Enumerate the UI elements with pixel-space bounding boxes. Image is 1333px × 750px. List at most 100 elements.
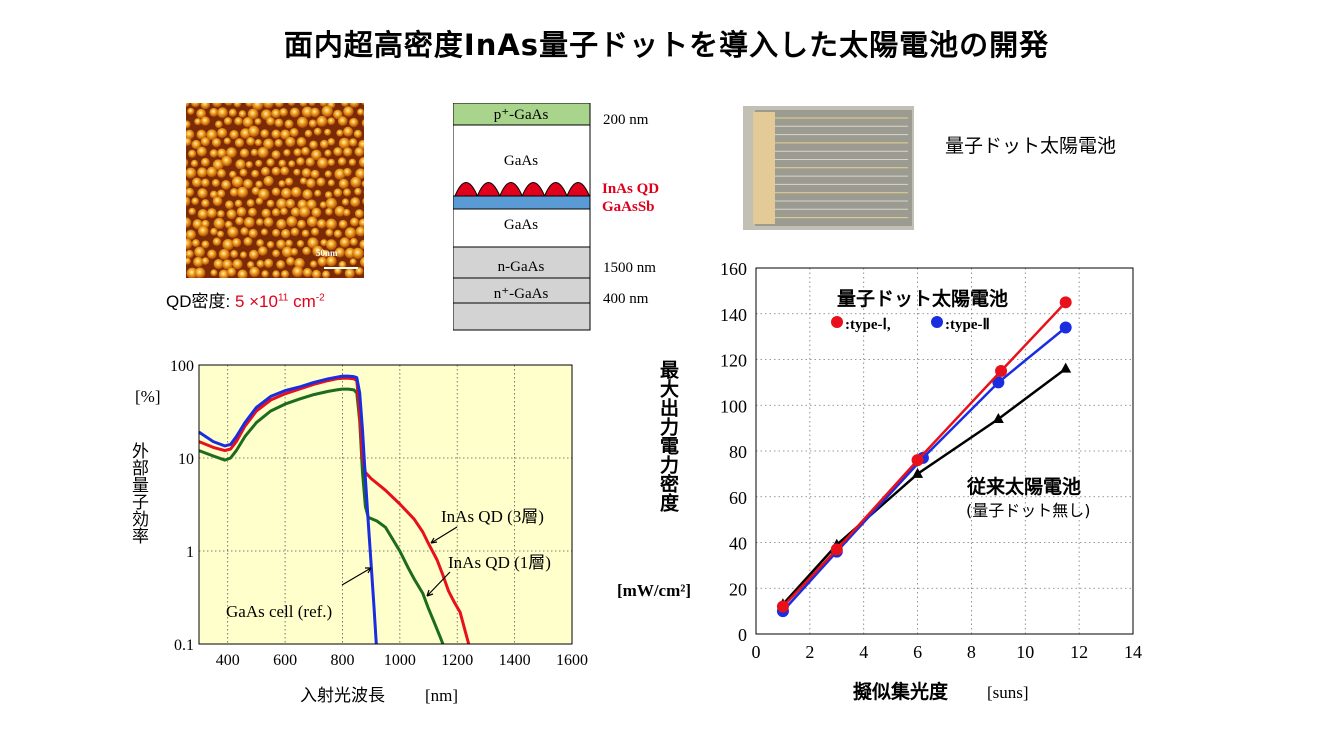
afm-dot xyxy=(266,158,275,167)
afm-dot xyxy=(194,267,206,278)
afm-dot xyxy=(247,108,259,120)
eqe-legend-ref: GaAs cell (ref.) xyxy=(226,602,332,621)
afm-dot xyxy=(229,188,239,197)
afm-dot xyxy=(271,108,281,119)
afm-dot xyxy=(240,128,251,139)
pmax-legend-type2: :type-Ⅱ xyxy=(945,317,990,333)
afm-dot xyxy=(255,218,264,227)
afm-dot xyxy=(243,178,253,189)
afm-dot xyxy=(302,267,313,278)
afm-dot xyxy=(239,148,250,158)
afm-dot xyxy=(194,246,205,258)
eqe-y-unit: [%] xyxy=(135,387,160,406)
pmax-point xyxy=(912,467,924,478)
afm-dot xyxy=(305,157,315,167)
eqe-tick-labels: 400 600 800 1000 1200 1400 1600 0.1 1 10 100 xyxy=(170,358,588,669)
eqe-x-label: 入射光波長 xyxy=(300,686,385,706)
afm-dot xyxy=(286,256,295,266)
afm-dot xyxy=(296,240,305,248)
pmax-x-label: 擬似集光度 xyxy=(853,680,949,703)
solar-cell-photo xyxy=(743,106,914,230)
afm-image: 50nm xyxy=(186,103,364,278)
afm-dot xyxy=(280,270,290,278)
afm-dot xyxy=(362,198,364,205)
afm-dot xyxy=(262,103,275,109)
pmax-point xyxy=(995,364,1008,377)
afm-dot xyxy=(343,208,351,217)
pmax-x-tick: 14 xyxy=(1124,642,1142,662)
eqe-y-tick: 0.1 xyxy=(174,637,194,654)
afm-dot xyxy=(302,189,313,200)
pmax-legend-marker-type1 xyxy=(831,316,843,328)
afm-dot xyxy=(207,249,217,260)
afm-dot xyxy=(281,187,292,199)
afm-dot xyxy=(226,267,237,277)
afm-dot xyxy=(280,166,290,176)
afm-dot xyxy=(363,110,364,117)
afm-dot xyxy=(316,219,327,229)
afm-dot xyxy=(321,249,330,258)
afm-dot xyxy=(352,247,364,260)
afm-dot xyxy=(197,188,208,199)
afm-dot xyxy=(186,137,192,146)
afm-dot xyxy=(217,230,225,238)
afm-dot xyxy=(313,127,322,136)
afm-dot xyxy=(212,237,222,247)
afm-dot xyxy=(194,118,202,126)
afm-dot xyxy=(218,269,230,278)
afm-dot xyxy=(337,157,347,166)
afm-dot xyxy=(319,103,328,107)
afm-dot xyxy=(311,269,322,278)
afm-dot xyxy=(234,199,243,208)
afm-dot xyxy=(217,189,226,198)
eqe-x-tick: 600 xyxy=(273,652,297,669)
eqe-x-tick: 800 xyxy=(330,652,354,669)
afm-dot xyxy=(246,199,255,208)
afm-dot xyxy=(186,257,191,265)
pmax-y-tick: 0 xyxy=(738,625,747,645)
afm-dot xyxy=(357,108,364,116)
afm-dot xyxy=(285,136,296,148)
afm-dot xyxy=(334,168,346,180)
afm-dot xyxy=(186,217,192,228)
eqe-annotation-arrows xyxy=(341,526,458,597)
afm-dot xyxy=(298,206,311,218)
afm-dot xyxy=(289,107,300,118)
afm-dot xyxy=(350,217,359,227)
afm-dot xyxy=(258,188,270,200)
afm-dot xyxy=(311,149,322,161)
afm-dot xyxy=(348,138,358,147)
afm-dot xyxy=(266,199,275,208)
afm-dot xyxy=(249,266,260,278)
afm-dot xyxy=(301,229,310,238)
afm-dot xyxy=(263,175,274,187)
afm-scale-bar xyxy=(324,267,358,269)
afm-dot xyxy=(231,237,242,248)
pmax-plot-frame xyxy=(755,267,1134,635)
afm-dot xyxy=(361,103,364,106)
afm-dot xyxy=(200,137,210,147)
afm-dot xyxy=(343,188,352,197)
afm-dot xyxy=(317,157,329,169)
afm-dot xyxy=(334,267,342,275)
pmax-x-tick: 10 xyxy=(1016,642,1034,662)
pmax-y-unit: [mW/cm²] xyxy=(617,581,691,600)
afm-dot xyxy=(221,155,233,167)
afm-dot xyxy=(201,257,210,265)
afm-dot xyxy=(209,190,218,199)
afm-dot xyxy=(314,189,322,197)
layer-gaas-lower-label: GaAs xyxy=(504,217,538,233)
afm-dot xyxy=(271,166,281,176)
afm-dot xyxy=(279,108,288,117)
afm-dot xyxy=(324,128,332,136)
afm-dot xyxy=(210,227,218,236)
afm-dot xyxy=(232,259,243,270)
afm-dot xyxy=(361,119,364,127)
afm-dot xyxy=(302,246,311,256)
afm-dot xyxy=(271,150,281,160)
afm-dot xyxy=(307,237,319,249)
afm-dot xyxy=(349,258,357,266)
afm-dot xyxy=(200,116,211,126)
afm-dot xyxy=(354,147,364,157)
